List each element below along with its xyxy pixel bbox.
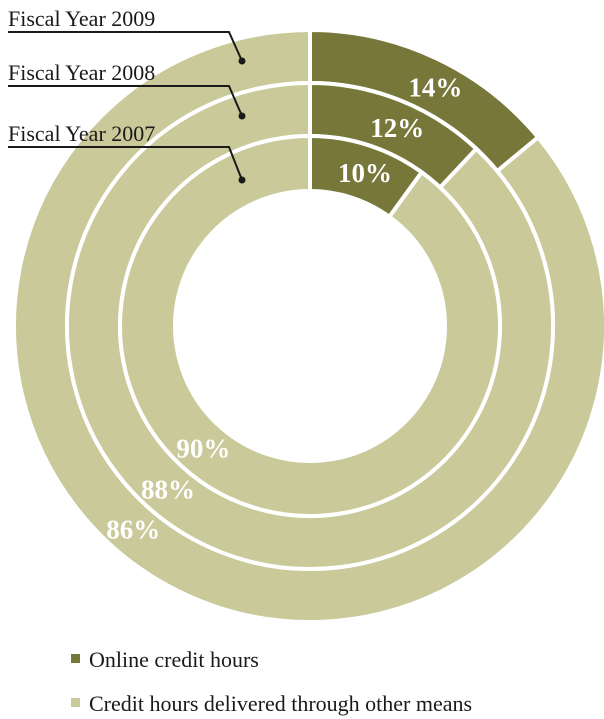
slice-label-fiscal-year-2007-other: 90% <box>176 434 230 464</box>
ring-leader-line-fiscal-year-2007 <box>8 146 243 181</box>
ring-leader-dot-fiscal-year-2009 <box>238 57 246 65</box>
ring-leader-dot-fiscal-year-2008 <box>238 112 246 120</box>
ring-label-fiscal-year-2008: Fiscal Year 2008 <box>8 60 155 85</box>
ring-leader-line-fiscal-year-2008 <box>8 85 243 117</box>
slice-label-fiscal-year-2009-other: 86% <box>106 514 160 544</box>
legend-swatch-online <box>71 654 80 663</box>
legend-label-other: Credit hours delivered through other mea… <box>89 691 472 716</box>
slice-label-fiscal-year-2007-online: 10% <box>338 158 392 188</box>
ring-labels-layer: Fiscal Year 2009 Fiscal Year 2008 Fiscal Y… <box>8 6 246 184</box>
ring-label-fiscal-year-2007: Fiscal Year 2007 <box>8 121 155 146</box>
legend-swatch-other <box>71 698 80 707</box>
ring-leader-line-fiscal-year-2009 <box>8 31 243 62</box>
ring-label-fiscal-year-2009: Fiscal Year 2009 <box>8 6 155 31</box>
ring-leader-dot-fiscal-year-2007 <box>238 176 246 184</box>
slice-fiscal-year-2007-other <box>118 133 502 518</box>
rings-layer <box>12 27 604 624</box>
slice-labels-layer: 14% 86% 12% 88% 10% 90% <box>106 72 462 544</box>
slice-label-fiscal-year-2008-other: 88% <box>141 474 195 504</box>
slice-label-fiscal-year-2009-online: 14% <box>408 72 462 102</box>
slice-label-fiscal-year-2008-online: 12% <box>370 113 424 143</box>
legend-item-other: Credit hours delivered through other mea… <box>71 691 472 716</box>
legend: Online credit hours Credit hours deliver… <box>71 647 472 716</box>
legend-label-online: Online credit hours <box>89 647 259 672</box>
legend-item-online: Online credit hours <box>71 647 259 672</box>
